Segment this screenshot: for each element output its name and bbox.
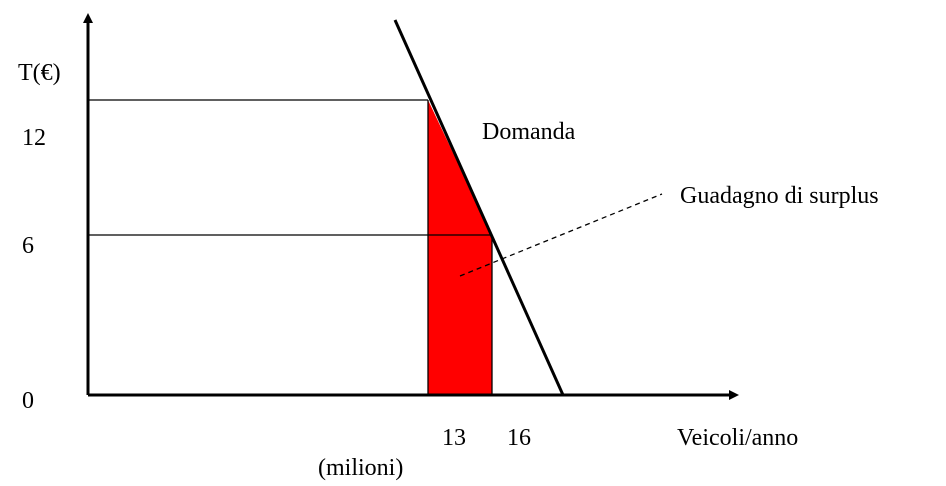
x-axis-label: Veicoli/anno (677, 425, 798, 451)
demand-line (393, 19, 565, 396)
surplus-label: Guadagno di surplus (680, 183, 879, 209)
y-tick-label: 6 (22, 233, 34, 259)
surplus-area (428, 100, 492, 395)
x-axis-unit: (milioni) (318, 455, 403, 481)
y-tick-label: 0 (22, 388, 34, 414)
x-tick-label: 13 (442, 425, 466, 451)
y-tick-label: 12 (22, 125, 46, 151)
x-tick-label: 16 (507, 425, 531, 451)
surplus-pointer (459, 193, 663, 277)
demand-label: Domanda (482, 119, 576, 145)
y-axis-label: T(€) (18, 60, 61, 86)
